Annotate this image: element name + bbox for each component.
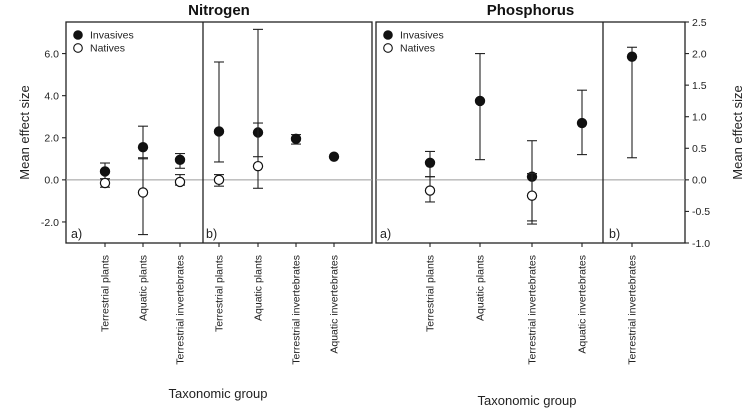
panel-title: Phosphorus	[487, 2, 575, 19]
phosphorus-panel: Phosphorus -1.0 -0.5 0.0 0.5 1.0 1.5 2.0 2.5 Mean…	[375, 2, 745, 365]
category-label: Terrestrial plants	[214, 255, 226, 332]
legend-marker-invasives	[383, 30, 393, 40]
category-label: Aquatic invertebrates	[577, 255, 589, 354]
category-label: Terrestrial plants	[425, 255, 437, 332]
point-invasives	[290, 133, 302, 145]
panel-title: Nitrogen	[188, 2, 250, 19]
point-invasives	[137, 142, 149, 153]
category-label: Terrestrial invertebrates	[175, 255, 187, 365]
category-label: Terrestrial plants	[100, 255, 112, 332]
y-tick-label: -2.0	[41, 217, 59, 229]
point-invasives	[99, 166, 111, 177]
category-label: Terrestrial invertebrates	[527, 255, 539, 365]
x-axis-label-right: Taxonomic group	[478, 393, 577, 408]
legend-label-natives: Natives	[400, 43, 435, 55]
y-tick-label: -0.5	[692, 206, 710, 218]
category-label: Aquatic invertebrates	[329, 255, 341, 354]
category-label: Terrestrial invertebrates	[627, 255, 639, 365]
category-label: Aquatic plants	[253, 255, 265, 321]
x-axis-label-left: Taxonomic group	[169, 386, 268, 401]
y-tick-label: 2.0	[692, 48, 707, 60]
legend-label-natives: Natives	[90, 43, 125, 55]
point-natives	[213, 174, 225, 186]
point-invasives	[328, 151, 340, 162]
point-natives	[424, 185, 436, 196]
point-natives	[99, 177, 111, 189]
y-tick-label: 6.0	[44, 48, 59, 60]
category-label: Aquatic plants	[138, 255, 150, 321]
legend-marker-natives	[383, 43, 393, 53]
subpanel-label: b)	[206, 227, 217, 241]
point-natives	[252, 160, 264, 172]
y-tick-label: 4.0	[44, 90, 59, 102]
point-natives	[526, 190, 538, 201]
category-label: Terrestrial invertebrates	[291, 255, 303, 365]
y-tick-label: 0.0	[44, 175, 59, 187]
point-invasives	[626, 51, 638, 62]
point-invasives	[424, 157, 436, 169]
point-invasives	[576, 117, 588, 129]
legend-marker-natives	[73, 43, 83, 53]
y-tick-label: -1.0	[692, 238, 710, 250]
plot-frame	[375, 21, 686, 244]
nitrogen-panel: Nitrogen -2.0 0.0 2.0 4.0 6.0 Mean effect size…	[17, 2, 373, 365]
y-tick-label: 1.5	[692, 80, 707, 92]
y-axis-label: Mean effect size	[730, 85, 745, 179]
point-invasives	[213, 126, 225, 137]
y-axis-label: Mean effect size	[17, 85, 32, 179]
y-tick-label: 2.0	[44, 133, 59, 145]
subpanel-label: a)	[71, 227, 82, 241]
legend-marker-invasives	[73, 30, 83, 40]
point-invasives	[474, 95, 486, 107]
point-natives	[137, 187, 149, 198]
subpanel-label: b)	[609, 227, 620, 241]
point-invasives	[174, 154, 186, 166]
point-natives	[174, 176, 186, 188]
category-label: Aquatic plants	[475, 255, 487, 321]
y-tick-label: 0.5	[692, 143, 707, 155]
y-tick-label: 2.5	[692, 17, 707, 29]
legend-label-invasives: Invasives	[90, 30, 134, 42]
subpanel-label: a)	[380, 227, 391, 241]
y-tick-label: 1.0	[692, 112, 707, 124]
legend-label-invasives: Invasives	[400, 30, 444, 42]
y-tick-label: 0.0	[692, 175, 707, 187]
